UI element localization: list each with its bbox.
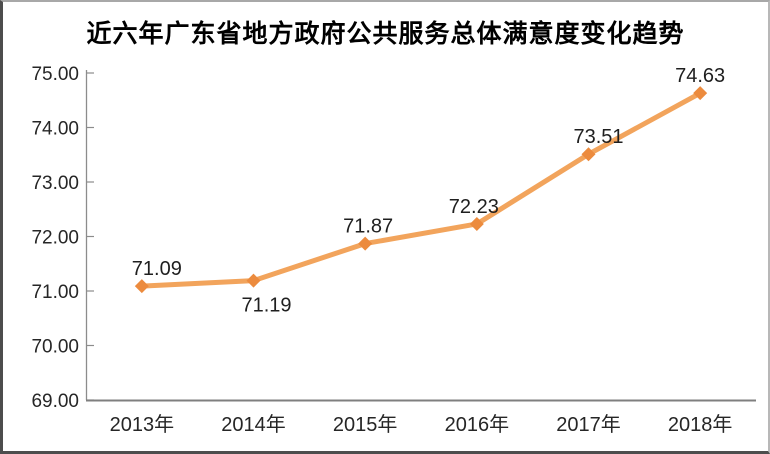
data-point-label: 73.51: [573, 126, 623, 148]
y-axis-tick-label: 72.00: [31, 228, 79, 249]
data-point-marker: [246, 273, 261, 288]
y-axis-tick-label: 71.00: [31, 282, 79, 303]
data-point-label: 72.23: [449, 196, 499, 218]
y-axis-tick-label: 70.00: [31, 337, 79, 358]
x-axis-tick-label: 2013年: [110, 413, 175, 436]
x-axis-tick-label: 2015年: [333, 413, 398, 436]
chart-title: 近六年广东省地方政府公共服务总体满意度变化趋势: [86, 21, 685, 48]
data-point-marker: [358, 236, 373, 251]
data-point-marker: [469, 216, 484, 231]
line-chart: 75.00 74.00 73.00 72.00 71.00 70.00 69.00 2013年…: [31, 64, 756, 436]
y-axis-tick-label: 74.00: [31, 119, 79, 140]
data-point-label: 71.87: [343, 216, 393, 238]
data-point-marker: [581, 147, 596, 162]
data-point-marker: [693, 86, 708, 101]
x-axis-tick-label: 2016年: [445, 413, 510, 436]
data-point-label: 74.63: [675, 65, 725, 87]
x-axis-tick-label: 2018年: [668, 413, 733, 436]
data-point-label: 71.19: [241, 295, 291, 317]
y-axis-tick-label: 69.00: [31, 391, 79, 412]
x-axis-tick-label: 2017年: [556, 413, 621, 436]
data-point-label: 71.09: [132, 258, 182, 280]
data-point-marker: [134, 279, 149, 294]
y-axis-tick-label: 75.00: [31, 64, 79, 85]
x-axis-tick-label: 2014年: [221, 413, 286, 436]
series-line: [139, 90, 703, 289]
y-axis-tick-label: 73.00: [31, 173, 79, 194]
